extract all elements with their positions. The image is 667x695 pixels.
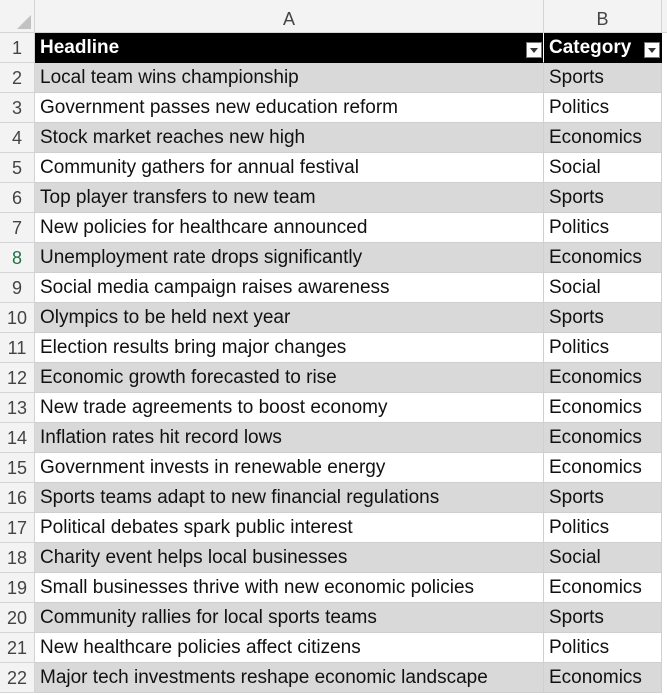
table-row: 18 Charity event helps local businesses So… [0, 543, 667, 573]
row-number[interactable]: 17 [0, 513, 35, 543]
row-number[interactable]: 4 [0, 123, 35, 153]
row-number[interactable]: 16 [0, 483, 35, 513]
row-number[interactable]: 5 [0, 153, 35, 183]
cell-category[interactable]: Economics [544, 663, 662, 693]
cell-headline[interactable]: New trade agreements to boost economy [35, 393, 544, 423]
cell-category[interactable]: Sports [544, 183, 662, 213]
cell-headline[interactable]: Unemployment rate drops significantly [35, 243, 544, 273]
cell-category[interactable]: Politics [544, 333, 662, 363]
row-number[interactable]: 7 [0, 213, 35, 243]
cell-category[interactable]: Social [544, 153, 662, 183]
cell-headline[interactable]: Sports teams adapt to new financial regu… [35, 483, 544, 513]
row-number[interactable]: 10 [0, 303, 35, 333]
row-number[interactable]: 11 [0, 333, 35, 363]
row-number[interactable]: 13 [0, 393, 35, 423]
table-row: 21 New healthcare policies affect citizen… [0, 633, 667, 663]
cell-category[interactable]: Social [544, 543, 662, 573]
cell-category[interactable]: Sports [544, 603, 662, 633]
filter-dropdown-icon[interactable] [526, 42, 542, 58]
header-cell-headline[interactable]: Headline [35, 33, 544, 63]
table-row: 11 Election results bring major changes Po… [0, 333, 667, 363]
table-row: 17 Political debates spark public interes… [0, 513, 667, 543]
table-row: 16 Sports teams adapt to new financial re… [0, 483, 667, 513]
cell-headline[interactable]: Community gathers for annual festival [35, 153, 544, 183]
table-row: 12 Economic growth forecasted to rise Econ… [0, 363, 667, 393]
cell-headline[interactable]: New healthcare policies affect citizens [35, 633, 544, 663]
row-number[interactable]: 15 [0, 453, 35, 483]
row-number[interactable]: 14 [0, 423, 35, 453]
cell-headline[interactable]: Government passes new education reform [35, 93, 544, 123]
table-row: 7 New policies for healthcare announced Po… [0, 213, 667, 243]
cell-headline[interactable]: Major tech investments reshape economic … [35, 663, 544, 693]
cell-category[interactable]: Economics [544, 243, 662, 273]
table-row: 19 Small businesses thrive with new econo… [0, 573, 667, 603]
cell-headline[interactable]: Olympics to be held next year [35, 303, 544, 333]
table-row: 9 Social media campaign raises awareness S… [0, 273, 667, 303]
cell-headline[interactable]: Charity event helps local businesses [35, 543, 544, 573]
cell-category[interactable]: Economics [544, 363, 662, 393]
row-number[interactable]: 9 [0, 273, 35, 303]
row-number[interactable]: 3 [0, 93, 35, 123]
cell-category[interactable]: Sports [544, 63, 662, 93]
row-number[interactable]: 1 [0, 33, 35, 63]
table-row: 8 Unemployment rate drops significantly Ec… [0, 243, 667, 273]
row-number[interactable]: 20 [0, 603, 35, 633]
cell-headline[interactable]: New policies for healthcare announced [35, 213, 544, 243]
row-number[interactable]: 2 [0, 63, 35, 93]
cell-headline[interactable]: Government invests in renewable energy [35, 453, 544, 483]
row-number[interactable]: 22 [0, 663, 35, 693]
table-row: 14 Inflation rates hit record lows Economi… [0, 423, 667, 453]
table-row: 15 Government invests in renewable energy… [0, 453, 667, 483]
row-number[interactable]: 8 [0, 243, 35, 273]
row-number[interactable]: 21 [0, 633, 35, 663]
cell-category[interactable]: Politics [544, 633, 662, 663]
table-row: 6 Top player transfers to new team Sports [0, 183, 667, 213]
header-cell-category[interactable]: Category [544, 33, 662, 63]
table-row: 3 Government passes new education reform P… [0, 93, 667, 123]
cell-headline[interactable]: Social media campaign raises awareness [35, 273, 544, 303]
table-row: 5 Community gathers for annual festival So… [0, 153, 667, 183]
cell-headline[interactable]: Top player transfers to new team [35, 183, 544, 213]
cell-headline[interactable]: Political debates spark public interest [35, 513, 544, 543]
cell-category[interactable]: Economics [544, 453, 662, 483]
cell-headline[interactable]: Economic growth forecasted to rise [35, 363, 544, 393]
column-header-b[interactable]: B [544, 0, 662, 33]
cell-category[interactable]: Economics [544, 573, 662, 603]
cell-category[interactable]: Sports [544, 483, 662, 513]
sheet-edge [662, 33, 667, 695]
table-row: 13 New trade agreements to boost economy E… [0, 393, 667, 423]
cell-category[interactable]: Politics [544, 213, 662, 243]
cell-category[interactable]: Sports [544, 303, 662, 333]
row-number[interactable]: 12 [0, 363, 35, 393]
row-number[interactable]: 18 [0, 543, 35, 573]
cell-category[interactable]: Economics [544, 393, 662, 423]
column-header-a[interactable]: A [35, 0, 544, 33]
cell-headline[interactable]: Stock market reaches new high [35, 123, 544, 153]
row-number[interactable]: 19 [0, 573, 35, 603]
table-row: 4 Stock market reaches new high Economics [0, 123, 667, 153]
cell-headline[interactable]: Inflation rates hit record lows [35, 423, 544, 453]
cell-category[interactable]: Social [544, 273, 662, 303]
cell-category[interactable]: Politics [544, 93, 662, 123]
cell-headline[interactable]: Election results bring major changes [35, 333, 544, 363]
select-all-button[interactable] [0, 0, 35, 33]
table-row: 2 Local team wins championship Sports [0, 63, 667, 93]
cell-category[interactable]: Economics [544, 423, 662, 453]
column-header-filler [662, 0, 667, 33]
cell-category[interactable]: Politics [544, 513, 662, 543]
row-number[interactable]: 6 [0, 183, 35, 213]
table-row: 22 Major tech investments reshape economi… [0, 663, 667, 693]
cell-headline[interactable]: Small businesses thrive with new economi… [35, 573, 544, 603]
table-header-row: 1 Headline Category [0, 33, 667, 63]
filter-dropdown-icon[interactable] [644, 42, 660, 58]
cell-headline[interactable]: Local team wins championship [35, 63, 544, 93]
cell-category[interactable]: Economics [544, 123, 662, 153]
table-row: 10 Olympics to be held next year Sports [0, 303, 667, 333]
cell-headline[interactable]: Community rallies for local sports teams [35, 603, 544, 633]
select-all-triangle-icon [17, 15, 31, 29]
table-row: 20 Community rallies for local sports tea… [0, 603, 667, 633]
